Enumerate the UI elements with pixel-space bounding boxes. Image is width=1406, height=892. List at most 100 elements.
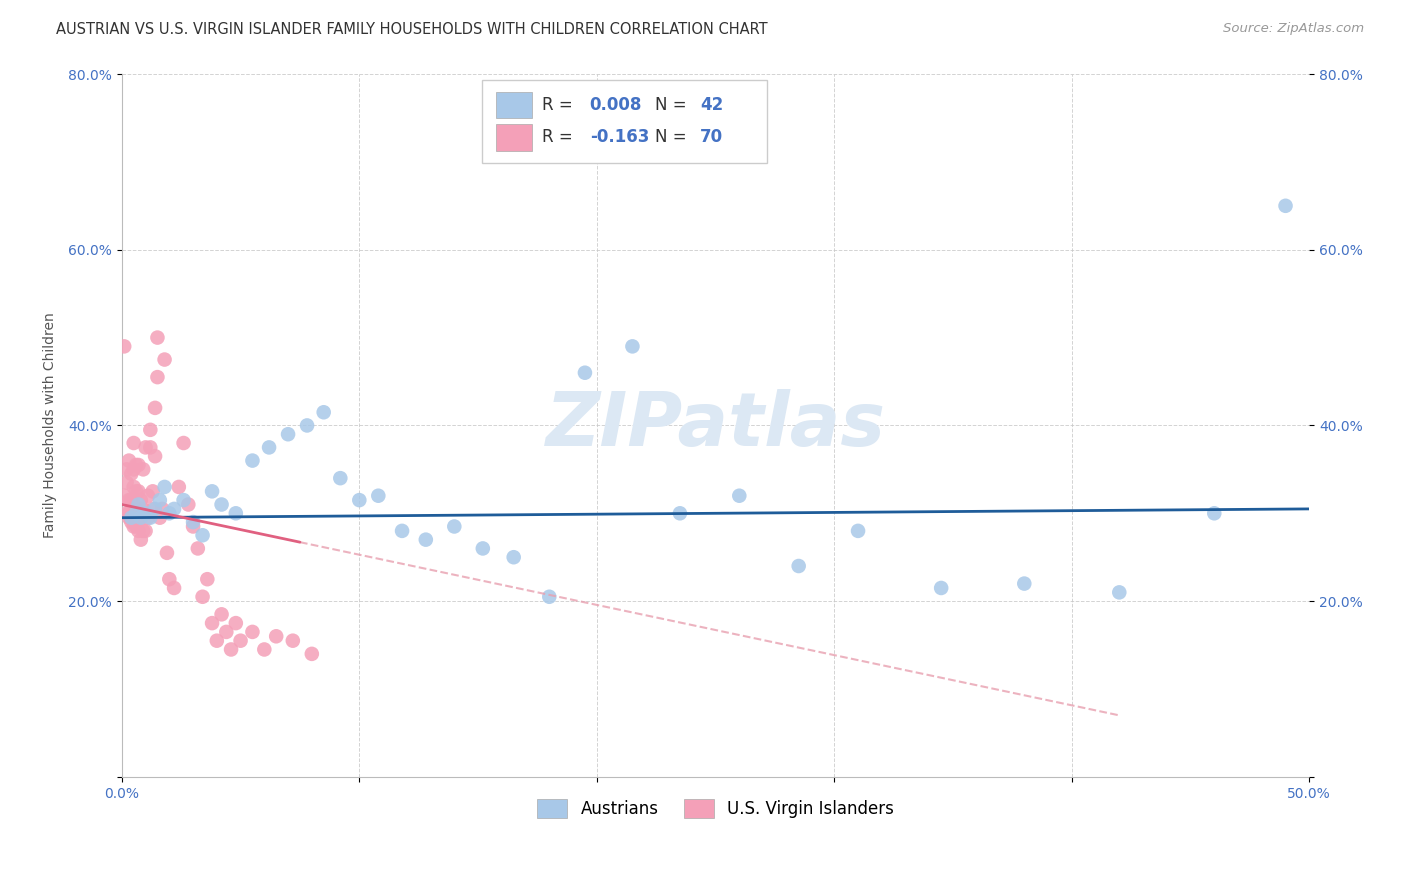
Point bbox=[929, 581, 952, 595]
Point bbox=[163, 581, 186, 595]
Point bbox=[118, 510, 141, 524]
Point bbox=[846, 524, 869, 538]
Point bbox=[471, 541, 494, 556]
Point bbox=[1108, 585, 1130, 599]
Point bbox=[153, 352, 176, 367]
Text: AUSTRIAN VS U.S. VIRGIN ISLANDER FAMILY HOUSEHOLDS WITH CHILDREN CORRELATION CHA: AUSTRIAN VS U.S. VIRGIN ISLANDER FAMILY … bbox=[56, 22, 768, 37]
Point bbox=[120, 493, 142, 508]
Point bbox=[135, 506, 157, 520]
Point bbox=[153, 480, 176, 494]
Point bbox=[201, 484, 224, 499]
Text: Source: ZipAtlas.com: Source: ZipAtlas.com bbox=[1223, 22, 1364, 36]
Point bbox=[150, 502, 173, 516]
Point bbox=[329, 471, 352, 485]
FancyBboxPatch shape bbox=[496, 124, 531, 151]
Point bbox=[120, 510, 142, 524]
Point bbox=[242, 624, 264, 639]
Point bbox=[125, 458, 148, 472]
FancyBboxPatch shape bbox=[482, 80, 766, 163]
Point bbox=[157, 506, 180, 520]
Point bbox=[142, 484, 165, 499]
Text: R =: R = bbox=[543, 96, 578, 114]
Point bbox=[120, 467, 142, 481]
Point bbox=[191, 590, 214, 604]
Point bbox=[122, 462, 145, 476]
Point bbox=[115, 506, 138, 520]
Point bbox=[120, 510, 142, 524]
Point bbox=[181, 519, 204, 533]
Point bbox=[195, 572, 218, 586]
Point bbox=[219, 642, 242, 657]
Point bbox=[301, 647, 323, 661]
Point bbox=[574, 366, 596, 380]
Point bbox=[787, 559, 810, 574]
Point bbox=[118, 453, 141, 467]
Point bbox=[125, 502, 148, 516]
Point bbox=[143, 401, 166, 415]
Point bbox=[173, 493, 195, 508]
Point bbox=[257, 441, 280, 455]
Point bbox=[191, 528, 214, 542]
Point bbox=[135, 441, 157, 455]
Point bbox=[295, 418, 318, 433]
Point bbox=[157, 572, 180, 586]
Text: N =: N = bbox=[655, 128, 692, 146]
Point bbox=[187, 541, 209, 556]
Point bbox=[312, 405, 335, 419]
Point bbox=[136, 510, 159, 524]
Point bbox=[135, 524, 157, 538]
Point bbox=[143, 449, 166, 463]
Point bbox=[163, 502, 186, 516]
Point bbox=[156, 546, 179, 560]
Point bbox=[122, 436, 145, 450]
Point bbox=[443, 519, 465, 533]
Point bbox=[728, 489, 751, 503]
Point bbox=[125, 484, 148, 499]
Point bbox=[118, 493, 141, 508]
Point bbox=[122, 498, 145, 512]
Point bbox=[125, 506, 148, 520]
Point bbox=[229, 633, 252, 648]
Point bbox=[132, 524, 155, 538]
Point bbox=[173, 436, 195, 450]
Point bbox=[129, 510, 152, 524]
Point bbox=[129, 493, 152, 508]
Text: N =: N = bbox=[655, 96, 692, 114]
Text: R =: R = bbox=[543, 128, 578, 146]
Point bbox=[139, 441, 162, 455]
Point bbox=[538, 590, 561, 604]
Text: ZIPatlas: ZIPatlas bbox=[546, 389, 886, 462]
Point bbox=[127, 498, 149, 512]
Point bbox=[253, 642, 276, 657]
Point bbox=[127, 458, 149, 472]
Point bbox=[1014, 576, 1036, 591]
Point bbox=[115, 475, 138, 490]
Point bbox=[1274, 199, 1296, 213]
Point bbox=[122, 519, 145, 533]
Point bbox=[127, 484, 149, 499]
Point bbox=[115, 462, 138, 476]
Point bbox=[149, 493, 172, 508]
Point bbox=[415, 533, 437, 547]
Text: -0.163: -0.163 bbox=[589, 128, 650, 146]
Point bbox=[136, 489, 159, 503]
Point bbox=[127, 506, 149, 520]
Point bbox=[132, 462, 155, 476]
Point bbox=[205, 633, 228, 648]
Point bbox=[669, 506, 692, 520]
Point bbox=[225, 506, 247, 520]
Point bbox=[242, 453, 264, 467]
Point bbox=[211, 498, 233, 512]
Point bbox=[143, 502, 166, 516]
Point bbox=[281, 633, 304, 648]
Point bbox=[139, 423, 162, 437]
Point bbox=[122, 480, 145, 494]
Point bbox=[277, 427, 299, 442]
Point bbox=[391, 524, 413, 538]
Y-axis label: Family Households with Children: Family Households with Children bbox=[44, 312, 58, 538]
Point bbox=[177, 498, 200, 512]
Point bbox=[201, 616, 224, 631]
Point bbox=[225, 616, 247, 631]
Text: 0.008: 0.008 bbox=[589, 96, 643, 114]
Point bbox=[1204, 506, 1226, 520]
